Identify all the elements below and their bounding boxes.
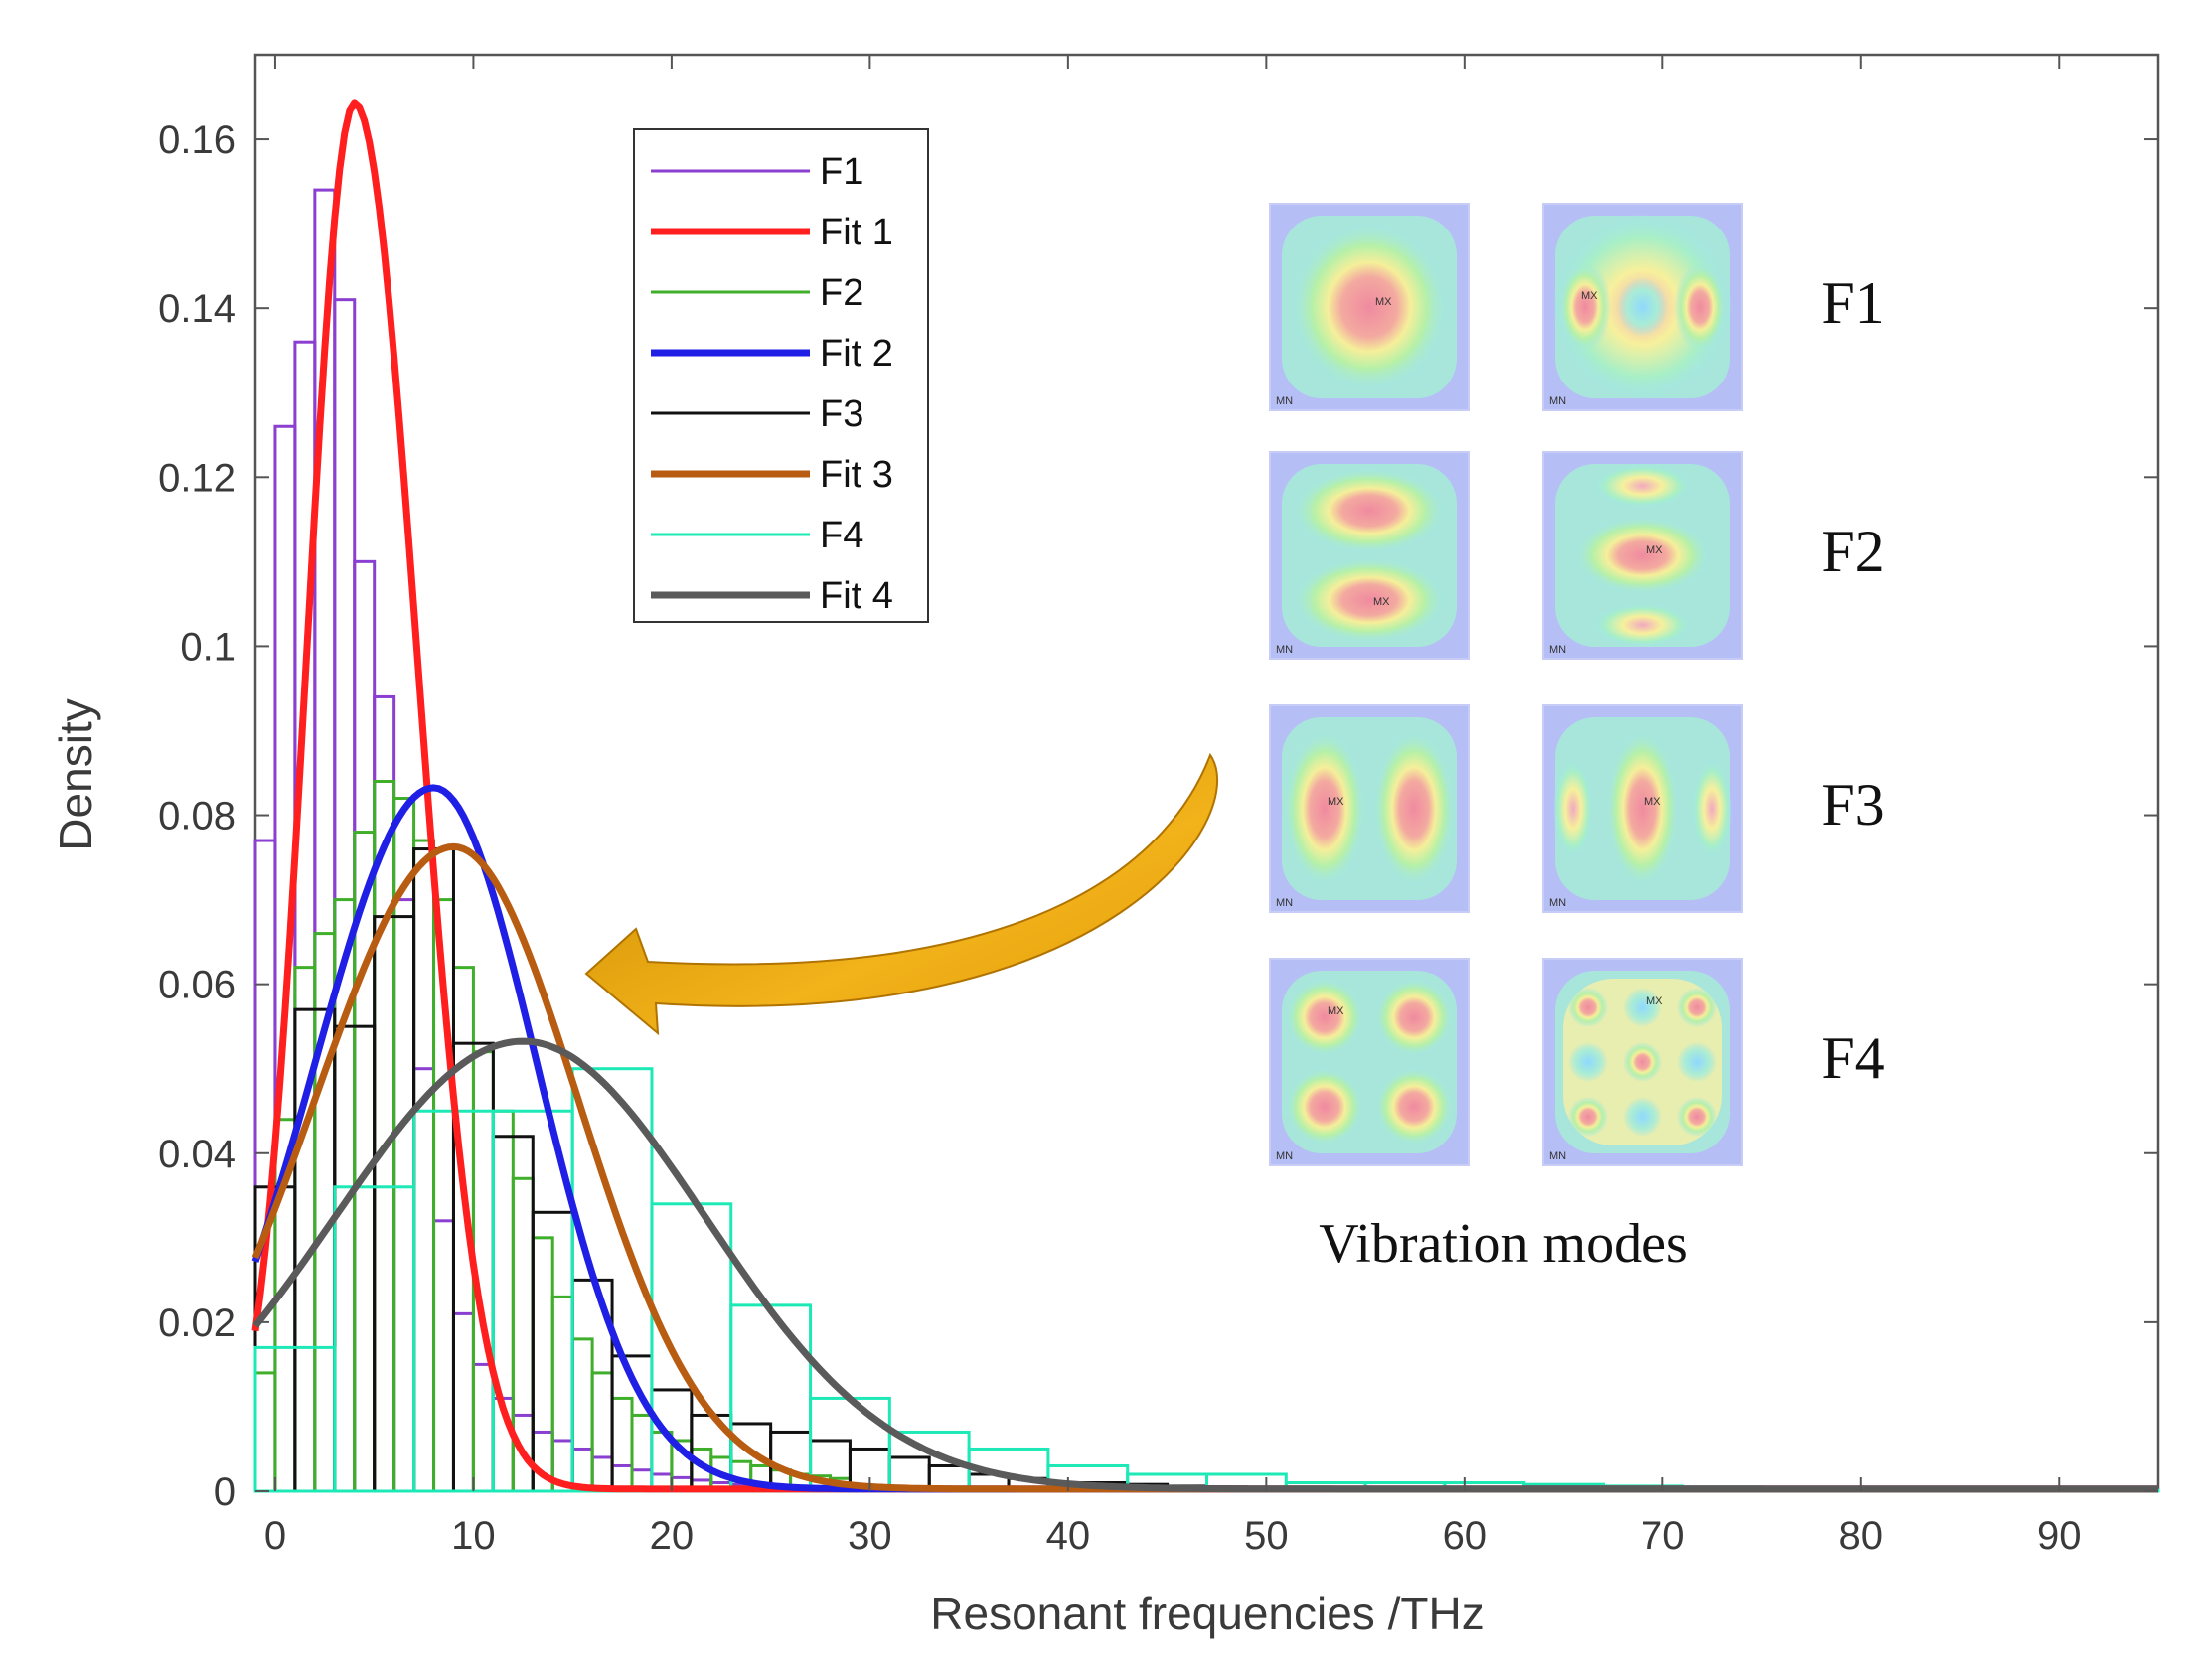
x-tick-label: 20 — [650, 1514, 695, 1558]
mode-lobe — [1573, 516, 1712, 595]
mode-corner-marker: MN — [1549, 897, 1566, 909]
mode-row-label: F4 — [1821, 1025, 1884, 1091]
mode-corner-marker: MN — [1549, 1150, 1566, 1162]
x-tick-label: 80 — [1839, 1514, 1884, 1558]
y-tick-label: 0.1 — [180, 625, 235, 669]
mode-lobe — [1593, 464, 1692, 508]
y-tick-label: 0.06 — [158, 964, 235, 1007]
mode-lobe — [1553, 759, 1593, 858]
mode-lobe — [1677, 1097, 1717, 1137]
mode-lobe — [1292, 467, 1447, 554]
x-axis-title: Resonant frequencies /THz — [930, 1588, 1484, 1639]
x-tick-label: 30 — [848, 1514, 892, 1558]
mode-marker: MX — [1373, 596, 1390, 608]
mode-row-label: F3 — [1821, 772, 1884, 838]
x-tick-label: 90 — [2037, 1514, 2082, 1558]
legend-label: F2 — [820, 272, 863, 314]
mode-panel-f2-2: MX MN — [1542, 451, 1743, 660]
y-tick-label: 0.14 — [158, 287, 235, 331]
mode-corner-marker: MN — [1549, 395, 1566, 407]
legend-label: Fit 3 — [820, 454, 893, 496]
legend-box — [633, 128, 929, 623]
mode-lobe — [1292, 556, 1447, 644]
y-tick-label: 0.16 — [158, 118, 235, 162]
mode-lobe — [1372, 729, 1456, 888]
fit-curve-fit-4 — [252, 1037, 2158, 1493]
mode-panel-f3-2: MX MN — [1542, 704, 1743, 913]
mode-lobe — [1568, 1097, 1608, 1137]
x-tick-label: 10 — [451, 1514, 496, 1558]
x-tick-label: 40 — [1046, 1514, 1091, 1558]
mode-lobe — [1290, 222, 1449, 392]
legend-label: F3 — [820, 393, 863, 435]
x-tick-label: 50 — [1244, 1514, 1289, 1558]
mode-panel-f1-1: MX MN — [1269, 203, 1470, 411]
mode-marker: MX — [1328, 796, 1344, 808]
x-tick-label: 70 — [1641, 1514, 1685, 1558]
curved-arrow — [584, 752, 1219, 1036]
mode-panel-f2-1: MX MN — [1269, 451, 1470, 660]
mode-corner-marker: MN — [1276, 897, 1293, 909]
mode-lobe — [1674, 263, 1726, 351]
vibration-modes-title: Vibration modes — [1319, 1213, 1687, 1275]
mode-lobe — [1285, 1067, 1364, 1146]
mode-lobe — [1283, 729, 1366, 888]
mode-lobe — [1285, 978, 1364, 1057]
x-tick-label: 60 — [1443, 1514, 1487, 1558]
mode-lobe — [1623, 988, 1662, 1027]
mode-corner-marker: MN — [1276, 395, 1293, 407]
mode-lobe — [1568, 988, 1608, 1027]
mode-marker: MX — [1328, 1005, 1344, 1017]
mode-panel-f4-2: MX MN — [1542, 958, 1743, 1166]
mode-marker: MX — [1646, 995, 1663, 1007]
y-tick-label: 0.12 — [158, 456, 235, 500]
mode-marker: MX — [1646, 544, 1663, 556]
mode-panel-f4-1: MX MN — [1269, 958, 1470, 1166]
mode-row-label: F1 — [1821, 270, 1884, 336]
legend-label: Fit 2 — [820, 333, 893, 375]
mode-lobe — [1568, 1042, 1608, 1082]
mode-lobe — [1374, 978, 1454, 1057]
y-tick-label: 0.02 — [158, 1301, 235, 1345]
mode-marker: MX — [1375, 296, 1392, 308]
legend-label: Fit 4 — [820, 575, 893, 617]
mode-lobe — [1692, 759, 1732, 858]
y-tick-label: 0 — [214, 1470, 235, 1514]
mode-lobe — [1374, 1067, 1454, 1146]
mode-lobe — [1605, 729, 1680, 888]
mode-corner-marker: MN — [1549, 644, 1566, 656]
mode-panel-f1-2: MX MN — [1542, 203, 1743, 411]
mode-lobe — [1617, 277, 1668, 337]
mode-lobe — [1677, 1042, 1717, 1082]
plot-area: 0 10 20 30 40 50 60 70 80 90 0 0.02 0.04 0.06 0.08 0.1 0… — [158, 53, 2160, 1558]
mode-panel-f3-1: MX MN — [1269, 704, 1470, 913]
mode-lobe — [1677, 988, 1717, 1027]
y-tick-label: 0.04 — [158, 1133, 235, 1176]
legend: F1 Fit 1 F2 Fit 2 F3 Fit 3 F4 Fit 4 — [633, 128, 929, 623]
mode-lobe — [1623, 1042, 1662, 1082]
legend-label: F1 — [820, 151, 863, 193]
mode-lobe — [1593, 603, 1692, 647]
mode-row-label: F2 — [1821, 519, 1884, 584]
legend-label: Fit 1 — [820, 212, 893, 253]
mode-marker: MX — [1644, 796, 1661, 808]
mode-marker: MX — [1581, 290, 1598, 302]
x-tick-label: 0 — [264, 1514, 286, 1558]
legend-label: F4 — [820, 515, 863, 556]
mode-corner-marker: MN — [1276, 644, 1293, 656]
mode-lobe — [1623, 1097, 1662, 1137]
mode-corner-marker: MN — [1276, 1150, 1293, 1162]
y-axis-title: Density — [50, 698, 101, 850]
vibration-modes-inset: MX MN MX MN F1 MX MN MX MN F2 MX MN MX MN F3 MX MN MX MN F4 — [1269, 203, 1885, 1166]
y-tick-label: 0.08 — [158, 795, 235, 839]
mode-lobe — [1559, 263, 1611, 351]
